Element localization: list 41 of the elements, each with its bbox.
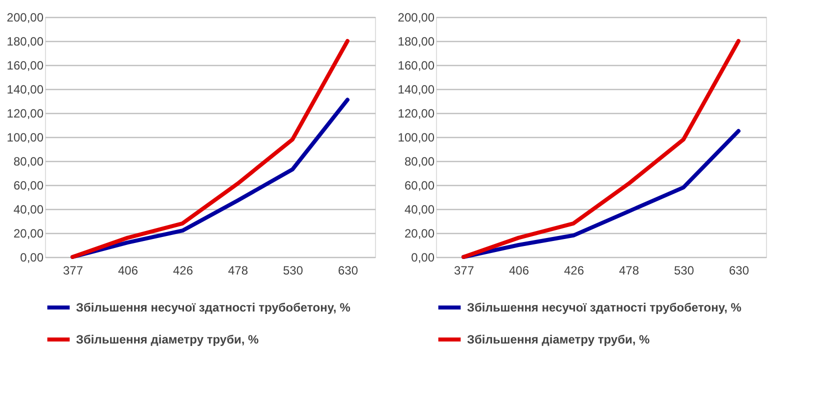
y-tick-label: 0,00 (20, 250, 44, 264)
legend-label: Збільшення діаметру труби, % (467, 332, 650, 346)
line-series (462, 129, 740, 259)
legend-label: Збільшення діаметру труби, % (76, 332, 260, 346)
y-tick-label: 40,00 (13, 202, 44, 216)
y-tick-label: 120,00 (6, 106, 44, 120)
x-tick-label: 478 (618, 264, 640, 278)
x-tick-label: 426 (172, 264, 194, 278)
x-tick-label: 426 (564, 264, 584, 278)
x-tick-label: 530 (674, 264, 694, 278)
y-tick-label: 60,00 (404, 178, 435, 192)
x-tick-label: 478 (228, 264, 248, 278)
y-tick-label: 100,00 (6, 130, 44, 144)
y-tick-label: 0,00 (411, 250, 435, 264)
x-tick-label: 406 (508, 264, 530, 278)
y-tick-label: 180,00 (398, 34, 435, 48)
legend-label: Збільшення несучої здатності трубобетону, % (467, 300, 742, 314)
x-tick-label: 630 (338, 264, 358, 278)
y-tick-label: 60,00 (13, 178, 44, 192)
y-tick-label: 20,00 (13, 226, 44, 240)
y-tick-label: 160,00 (398, 58, 435, 72)
y-tick-label: 120,00 (398, 106, 435, 120)
y-tick-label: 160,00 (6, 58, 44, 72)
x-tick-label: 630 (728, 264, 750, 278)
y-tick-label: 180,00 (6, 34, 44, 48)
legend-label: Збільшення несучої здатності трубобетону, % (76, 300, 351, 314)
x-tick-label: 377 (454, 264, 474, 278)
y-tick-label: 20,00 (404, 226, 435, 240)
y-tick-label: 140,00 (398, 82, 435, 96)
x-tick-label: 377 (62, 264, 84, 278)
x-tick-label: 406 (118, 264, 138, 278)
x-tick-label: 530 (282, 264, 304, 278)
y-tick-label: 140,00 (6, 82, 44, 96)
y-tick-label: 80,00 (13, 154, 44, 168)
line-series (462, 39, 740, 259)
y-tick-label: 80,00 (404, 154, 435, 168)
y-tick-label: 40,00 (404, 202, 435, 216)
y-tick-label: 200,00 (398, 10, 435, 24)
y-tick-label: 100,00 (398, 130, 435, 144)
y-tick-label: 200,00 (6, 10, 44, 24)
line-series (70, 39, 350, 259)
